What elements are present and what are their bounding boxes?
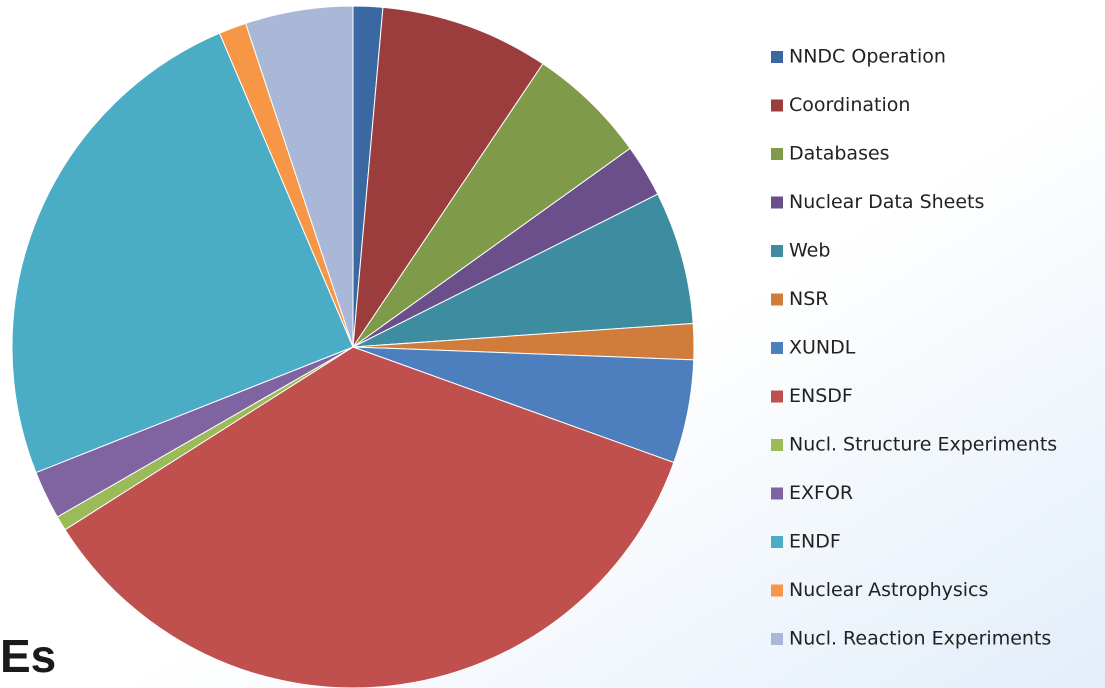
- legend-swatch: [771, 293, 783, 306]
- legend-label: Databases: [789, 143, 890, 165]
- legend-label: EXFOR: [789, 482, 853, 504]
- pie-slice: [64, 346, 675, 688]
- legend-label: Web: [789, 240, 830, 262]
- legend-swatch: [771, 536, 783, 548]
- legend-label: NSR: [789, 288, 828, 310]
- legend-swatch: [771, 342, 783, 354]
- annotation: Es: [0, 630, 56, 682]
- legend-swatch: [771, 148, 783, 160]
- legend-label: Nucl. Reaction Experiments: [789, 628, 1051, 650]
- legend-swatch: [771, 390, 783, 403]
- legend-label: ENSDF: [789, 385, 853, 407]
- legend-swatch: [771, 196, 783, 209]
- legend-swatch: [771, 99, 783, 112]
- legend-swatch: [771, 584, 783, 597]
- legend-label: Nucl. Structure Experiments: [789, 434, 1057, 456]
- pie-slice: [11, 32, 354, 474]
- legend-swatch: [771, 245, 783, 257]
- legend-label: Nuclear Data Sheets: [789, 191, 984, 213]
- legend-swatch: [771, 487, 783, 500]
- legend-swatch: [771, 633, 783, 645]
- legend-label: Coordination: [789, 94, 910, 116]
- legend-label: XUNDL: [789, 337, 856, 359]
- legend-swatch: [771, 439, 783, 451]
- legend-swatch: [771, 51, 783, 63]
- pie-slice: [352, 193, 694, 348]
- pie-slice: [244, 5, 354, 348]
- legend-label: Nuclear Astrophysics: [789, 579, 988, 601]
- legend-label: NNDC Operation: [789, 46, 946, 68]
- legend-label: ENDF: [789, 531, 841, 553]
- pie-slice: [352, 6, 544, 348]
